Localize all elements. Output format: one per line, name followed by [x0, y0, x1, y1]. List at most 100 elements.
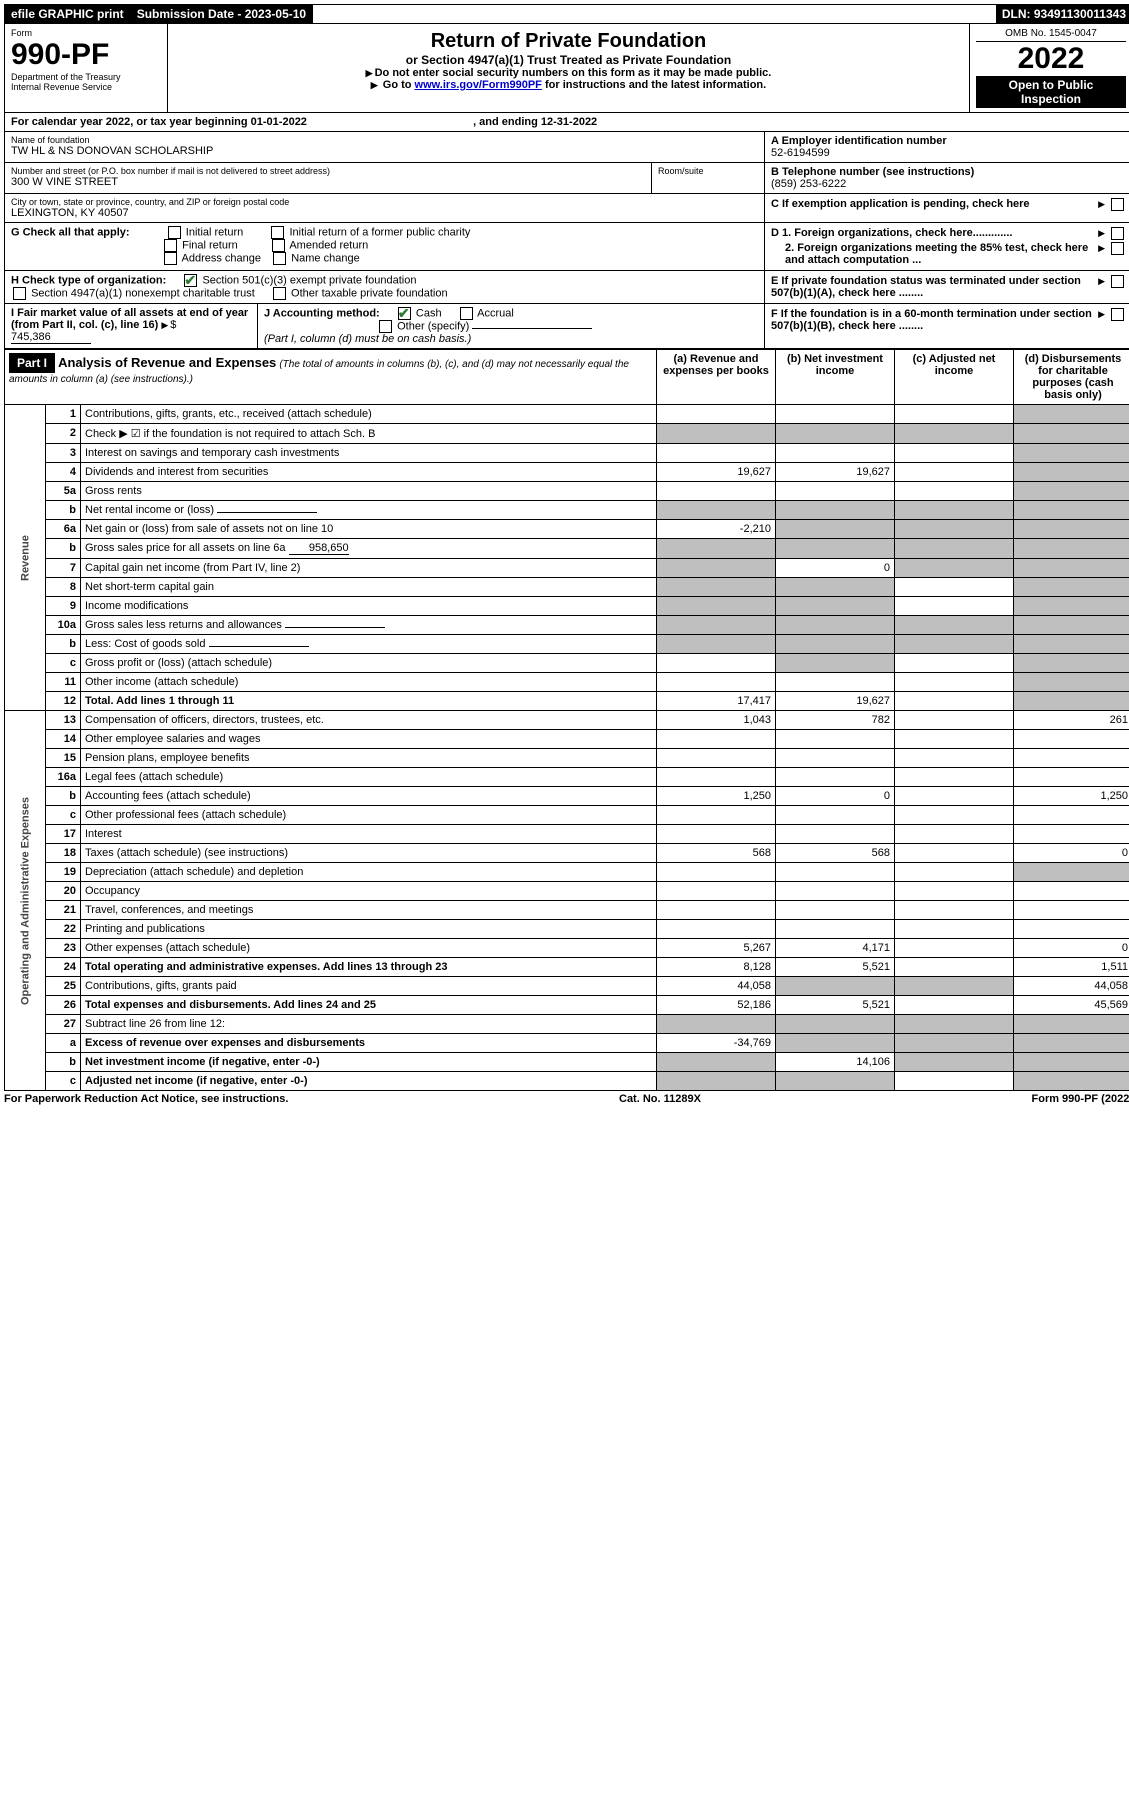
col-c-value: [895, 939, 1014, 958]
h-4947-checkbox[interactable]: [13, 287, 26, 300]
table-row: 19Depreciation (attach schedule) and dep…: [5, 863, 1129, 882]
table-row: 12Total. Add lines 1 through 1117,41719,…: [5, 692, 1129, 711]
line-desc: Other income (attach schedule): [81, 673, 657, 692]
g-address-checkbox[interactable]: [164, 252, 177, 265]
g-initial-former-checkbox[interactable]: [271, 226, 284, 239]
col-b-value: [776, 1015, 895, 1034]
line-desc: Contributions, gifts, grants paid: [81, 977, 657, 996]
line-desc: Adjusted net income (if negative, enter …: [81, 1072, 657, 1091]
col-c-value: [895, 597, 1014, 616]
j-accrual-checkbox[interactable]: [460, 307, 473, 320]
col-a-value: [657, 730, 776, 749]
g-final-checkbox[interactable]: [164, 239, 177, 252]
line-desc: Check ▶ ☑ if the foundation is not requi…: [81, 424, 657, 444]
d2-label: 2. Foreign organizations meeting the 85%…: [771, 242, 1098, 266]
line-desc: Taxes (attach schedule) (see instruction…: [81, 844, 657, 863]
j-other: Other (specify): [397, 320, 469, 332]
name-label: Name of foundation: [11, 135, 758, 145]
period-begin: 01-01-2022: [251, 116, 307, 128]
e-checkbox[interactable]: [1111, 275, 1124, 288]
line-desc: Legal fees (attach schedule): [81, 768, 657, 787]
table-row: 17Interest: [5, 825, 1129, 844]
col-a-value: 1,043: [657, 711, 776, 730]
name-ein-row: Name of foundation TW HL & NS DONOVAN SC…: [4, 132, 1129, 163]
i-block: I Fair market value of all assets at end…: [5, 304, 257, 348]
col-a-value: [657, 901, 776, 920]
table-row: 11Other income (attach schedule): [5, 673, 1129, 692]
line-number: 25: [46, 977, 81, 996]
col-b-value: [776, 825, 895, 844]
line-number: 20: [46, 882, 81, 901]
table-row: bNet rental income or (loss): [5, 501, 1129, 520]
col-b-value: 4,171: [776, 939, 895, 958]
j-cash-checkbox[interactable]: [398, 307, 411, 320]
line-desc: Gross sales price for all assets on line…: [81, 539, 657, 559]
col-a-value: [657, 597, 776, 616]
col-d-value: 1,250: [1014, 787, 1129, 806]
part1-label: Part I: [9, 353, 55, 373]
col-b-value: 5,521: [776, 958, 895, 977]
col-a-value: [657, 673, 776, 692]
g-final: Final return: [182, 239, 238, 251]
g-initial-checkbox[interactable]: [168, 226, 181, 239]
e-block: E If private foundation status was termi…: [764, 271, 1129, 303]
form-header: Form 990-PF Department of the Treasury I…: [4, 24, 1129, 113]
table-row: 16aLegal fees (attach schedule): [5, 768, 1129, 787]
form-word: Form: [11, 28, 161, 38]
line-number: b: [46, 539, 81, 559]
line-number: 26: [46, 996, 81, 1015]
j-other-checkbox[interactable]: [379, 320, 392, 333]
col-c-value: [895, 616, 1014, 635]
table-row: 8Net short-term capital gain: [5, 578, 1129, 597]
line-number: 23: [46, 939, 81, 958]
col-b-value: [776, 444, 895, 463]
d1-checkbox[interactable]: [1111, 227, 1124, 240]
h-501c3-checkbox[interactable]: [184, 274, 197, 287]
footer-mid: Cat. No. 11289X: [619, 1093, 701, 1105]
line-number: 13: [46, 711, 81, 730]
col-c-value: [895, 1053, 1014, 1072]
col-b-value: 0: [776, 787, 895, 806]
col-d-value: [1014, 539, 1129, 559]
line-number: 6a: [46, 520, 81, 539]
line-desc: Other professional fees (attach schedule…: [81, 806, 657, 825]
line-number: 3: [46, 444, 81, 463]
col-b-value: [776, 749, 895, 768]
col-b-value: 568: [776, 844, 895, 863]
col-c-value: [895, 635, 1014, 654]
line-number: 27: [46, 1015, 81, 1034]
col-b-value: [776, 539, 895, 559]
col-d-value: [1014, 1072, 1129, 1091]
g-namechange-checkbox[interactable]: [273, 252, 286, 265]
col-a-value: 17,417: [657, 692, 776, 711]
col-b-value: [776, 405, 895, 424]
line-number: 10a: [46, 616, 81, 635]
line-desc: Printing and publications: [81, 920, 657, 939]
form990pf-link[interactable]: www.irs.gov/Form990PF: [415, 79, 542, 91]
line-desc: Total. Add lines 1 through 11: [81, 692, 657, 711]
line-desc: Income modifications: [81, 597, 657, 616]
line-number: 9: [46, 597, 81, 616]
g-amended: Amended return: [289, 239, 368, 251]
h-other-checkbox[interactable]: [273, 287, 286, 300]
col-c-value: [895, 901, 1014, 920]
col-d-value: [1014, 444, 1129, 463]
omb: OMB No. 1545-0047: [976, 28, 1126, 42]
table-row: cOther professional fees (attach schedul…: [5, 806, 1129, 825]
c-checkbox[interactable]: [1111, 198, 1124, 211]
note-goto: Go to www.irs.gov/Form990PF for instruct…: [174, 79, 963, 91]
d2-checkbox[interactable]: [1111, 242, 1124, 255]
efile-label: efile GRAPHIC print: [5, 5, 131, 23]
g-initial: Initial return: [186, 226, 243, 238]
table-row: 24Total operating and administrative exp…: [5, 958, 1129, 977]
g-initial-former: Initial return of a former public charit…: [289, 226, 470, 238]
g-label: G Check all that apply:: [11, 226, 130, 238]
table-row: 7Capital gain net income (from Part IV, …: [5, 559, 1129, 578]
line-desc: Compensation of officers, directors, tru…: [81, 711, 657, 730]
g-block: G Check all that apply: Initial return I…: [5, 223, 764, 270]
f-checkbox[interactable]: [1111, 308, 1124, 321]
table-row: 18Taxes (attach schedule) (see instructi…: [5, 844, 1129, 863]
line-number: 17: [46, 825, 81, 844]
line-desc: Net short-term capital gain: [81, 578, 657, 597]
g-amended-checkbox[interactable]: [272, 239, 285, 252]
